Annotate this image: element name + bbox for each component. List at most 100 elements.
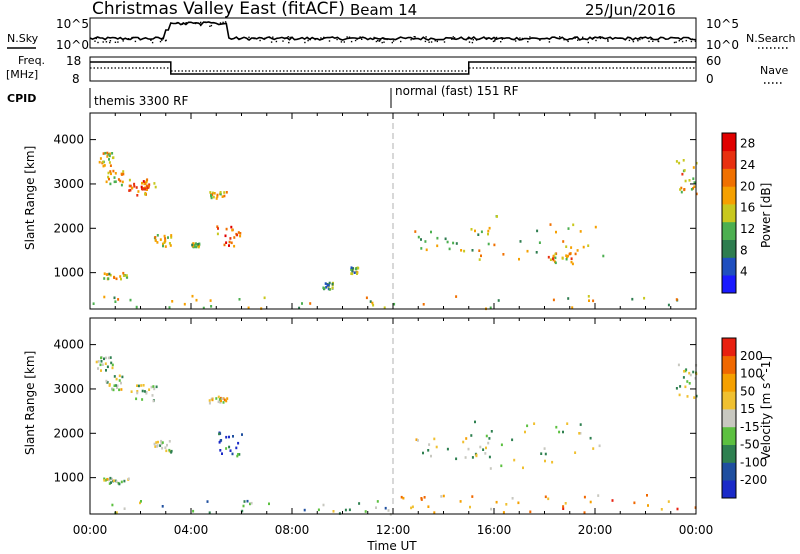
noise-right-bottom-tick: 10^0: [706, 38, 739, 52]
range-cell: [348, 508, 351, 512]
range-cell: [452, 241, 455, 245]
noise-dot: [122, 40, 124, 42]
noise-dot: [574, 37, 576, 39]
range-cell: [141, 398, 144, 401]
noise-dot: [424, 40, 427, 43]
range-cell: [154, 185, 157, 189]
colorbar-segment: [722, 391, 736, 410]
range-cell: [116, 384, 119, 388]
range-cell: [375, 506, 377, 509]
range-cell: [241, 509, 244, 513]
range-cell: [246, 499, 249, 503]
range-cell: [103, 164, 106, 167]
noise-dot: [637, 40, 639, 42]
range-cell: [554, 261, 557, 265]
noise-dot: [254, 37, 256, 39]
noise-dot: [381, 37, 384, 39]
noise-dot: [494, 39, 496, 41]
range-cell: [570, 260, 573, 264]
colorbar-tick-label: 20: [740, 179, 755, 193]
noise-dot: [181, 23, 184, 25]
range-cell: [169, 244, 172, 247]
range-cell: [107, 277, 110, 281]
range-cell: [587, 244, 590, 247]
range-cell: [137, 384, 140, 388]
power-panel-frame: [89, 112, 697, 310]
range-cell: [165, 449, 168, 453]
range-cell: [164, 446, 167, 449]
range-cell: [105, 369, 107, 372]
range-cell: [692, 166, 695, 169]
range-cell: [98, 160, 101, 164]
range-cell: [484, 452, 487, 455]
range-cell: [131, 186, 133, 190]
range-cell: [425, 248, 428, 252]
range-cell: [133, 182, 136, 186]
freq-right-bottom-tick: 0: [706, 72, 714, 86]
noise-dot: [436, 40, 438, 43]
noise-dot: [109, 41, 111, 44]
range-cell: [142, 384, 145, 387]
range-cell: [168, 242, 171, 245]
colorbar-tick-label: 8: [740, 243, 748, 257]
range-cell: [110, 172, 112, 176]
range-cell: [562, 505, 565, 508]
range-cell: [238, 453, 241, 456]
noise-dot: [500, 41, 502, 43]
range-cell: [239, 232, 242, 235]
range-cell: [414, 230, 417, 233]
range-cell: [219, 449, 222, 452]
noise-dot: [307, 39, 309, 42]
range-cell: [565, 257, 568, 261]
range-cell: [212, 195, 215, 199]
range-cell: [570, 246, 573, 249]
y-tick-label: 1000: [53, 471, 84, 485]
noise-dot: [607, 40, 609, 42]
range-cell: [470, 228, 473, 231]
range-cell: [107, 175, 110, 179]
range-cell: [146, 186, 149, 190]
range-cell: [415, 438, 418, 441]
range-cell: [114, 180, 117, 183]
range-cell: [217, 395, 220, 399]
noise-dot: [95, 37, 98, 40]
range-cell: [154, 445, 157, 448]
noise-dot: [381, 41, 383, 44]
range-cell: [680, 186, 683, 190]
range-cell: [232, 435, 234, 438]
range-cell: [551, 460, 554, 464]
range-cell: [564, 502, 567, 505]
range-cell: [109, 356, 112, 359]
noise-dot: [139, 39, 141, 41]
y-tick-label: 3000: [53, 382, 84, 396]
range-cell: [161, 446, 164, 450]
range-cell: [228, 244, 230, 247]
range-cell: [170, 236, 173, 239]
range-cell: [522, 466, 524, 470]
noise-dot: [161, 39, 163, 41]
range-cell: [219, 401, 222, 404]
noise-dot: [451, 38, 453, 40]
range-cell: [151, 394, 154, 397]
range-cell: [478, 258, 481, 261]
noise-dot: [601, 36, 604, 38]
noise-dot: [164, 40, 167, 42]
range-cell: [571, 262, 574, 266]
range-cell: [487, 441, 490, 445]
freq-unit-label: [MHz]: [6, 68, 38, 81]
range-cell: [675, 298, 678, 301]
range-cell: [115, 277, 118, 281]
noise-dot: [222, 21, 224, 24]
range-cell: [140, 500, 142, 503]
range-cell: [354, 267, 357, 271]
range-cell: [365, 296, 368, 300]
range-cell: [660, 508, 663, 511]
range-cell: [323, 287, 326, 290]
range-cell: [643, 296, 646, 300]
noise-dot: [430, 41, 433, 43]
range-cell: [136, 391, 139, 395]
range-cell: [120, 381, 122, 385]
range-cell: [549, 223, 552, 226]
range-cell: [228, 445, 231, 449]
